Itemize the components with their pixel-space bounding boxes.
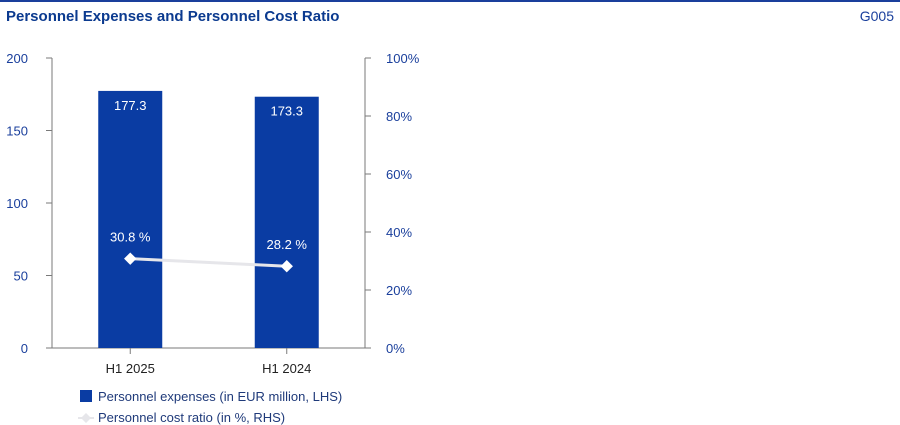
legend-line-marker xyxy=(81,413,91,423)
right-tick-label: 60% xyxy=(386,167,412,182)
legend-line-label: Personnel cost ratio (in %, RHS) xyxy=(98,410,285,425)
right-tick-label: 40% xyxy=(386,225,412,240)
left-tick-label: 150 xyxy=(6,124,28,139)
bar-value-label: 173.3 xyxy=(270,104,303,119)
ratio-value-label: 28.2 % xyxy=(267,237,308,252)
bar xyxy=(98,90,163,348)
left-tick-label: 200 xyxy=(6,51,28,66)
chart-title: Personnel Expenses and Personnel Cost Ra… xyxy=(6,8,340,25)
left-tick-label: 50 xyxy=(14,269,28,284)
x-tick-label: H1 2025 xyxy=(106,361,155,376)
right-tick-label: 20% xyxy=(386,283,412,298)
right-tick-label: 100% xyxy=(386,51,420,66)
bar xyxy=(254,96,319,348)
right-tick-label: 80% xyxy=(386,109,412,124)
right-tick-label: 0% xyxy=(386,341,405,356)
ratio-point xyxy=(124,252,137,265)
ratio-line xyxy=(130,257,287,268)
figure-code: G005 xyxy=(859,8,894,24)
x-tick-label: H1 2024 xyxy=(262,361,311,376)
left-tick-label: 0 xyxy=(21,341,28,356)
ratio-value-label: 30.8 % xyxy=(110,230,151,245)
legend-bar-label: Personnel expenses (in EUR million, LHS) xyxy=(98,389,342,404)
ratio-point xyxy=(280,260,293,273)
legend-bar-swatch xyxy=(80,390,92,402)
header-rule xyxy=(0,0,900,2)
bar-value-label: 177.3 xyxy=(114,98,147,113)
left-tick-label: 100 xyxy=(6,196,28,211)
